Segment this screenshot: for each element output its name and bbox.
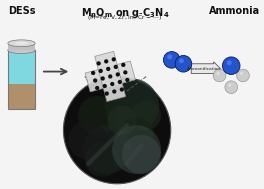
Text: Ammonia: Ammonia: [209, 6, 260, 16]
Bar: [8, 50, 35, 109]
Circle shape: [78, 96, 117, 135]
Bar: [8, 50, 35, 84]
Circle shape: [107, 106, 136, 135]
Polygon shape: [85, 61, 135, 92]
Circle shape: [112, 89, 116, 94]
Circle shape: [68, 120, 107, 159]
Circle shape: [179, 58, 184, 63]
Circle shape: [119, 117, 154, 153]
Circle shape: [97, 61, 101, 66]
Text: Ammonification: Ammonification: [187, 67, 221, 71]
Circle shape: [116, 72, 120, 77]
Circle shape: [108, 74, 112, 79]
Circle shape: [101, 76, 105, 81]
Circle shape: [237, 69, 249, 82]
Circle shape: [93, 78, 97, 83]
Circle shape: [83, 125, 132, 174]
Circle shape: [114, 65, 118, 69]
Bar: [8, 84, 35, 109]
Bar: [8, 43, 35, 50]
Circle shape: [228, 84, 231, 87]
Circle shape: [121, 63, 125, 67]
Circle shape: [225, 81, 238, 94]
Circle shape: [122, 135, 161, 174]
Ellipse shape: [15, 42, 28, 45]
Circle shape: [123, 70, 128, 74]
Circle shape: [120, 87, 124, 92]
Circle shape: [110, 82, 114, 86]
Circle shape: [118, 80, 122, 84]
Circle shape: [227, 60, 232, 65]
Text: (M=Fe, V, Zr, In, Cr $-$ $\cdots$): (M=Fe, V, Zr, In, Cr $-$ $\cdots$): [87, 13, 162, 22]
FancyArrow shape: [191, 62, 220, 75]
Circle shape: [105, 91, 109, 96]
Circle shape: [125, 78, 130, 82]
Text: DESs: DESs: [8, 6, 35, 16]
Polygon shape: [95, 51, 126, 102]
Circle shape: [112, 57, 116, 61]
Circle shape: [104, 59, 108, 64]
Circle shape: [213, 69, 226, 82]
Circle shape: [85, 142, 120, 177]
Ellipse shape: [8, 40, 35, 47]
Circle shape: [132, 101, 161, 130]
Circle shape: [98, 69, 103, 73]
Circle shape: [163, 52, 180, 68]
Circle shape: [106, 67, 110, 71]
Circle shape: [63, 76, 171, 184]
Circle shape: [112, 125, 161, 174]
Ellipse shape: [8, 47, 35, 53]
Circle shape: [175, 56, 192, 72]
Circle shape: [91, 71, 95, 75]
Circle shape: [103, 84, 107, 88]
Circle shape: [167, 54, 172, 59]
Circle shape: [104, 78, 159, 133]
Circle shape: [95, 86, 99, 90]
Circle shape: [223, 57, 240, 74]
Circle shape: [216, 72, 220, 75]
Text: $\mathbf{M_nO_m}$ $\mathbf{on\ g\text{-}C_3N_4}$: $\mathbf{M_nO_m}$ $\mathbf{on\ g\text{-}…: [81, 6, 169, 20]
Circle shape: [240, 72, 243, 75]
